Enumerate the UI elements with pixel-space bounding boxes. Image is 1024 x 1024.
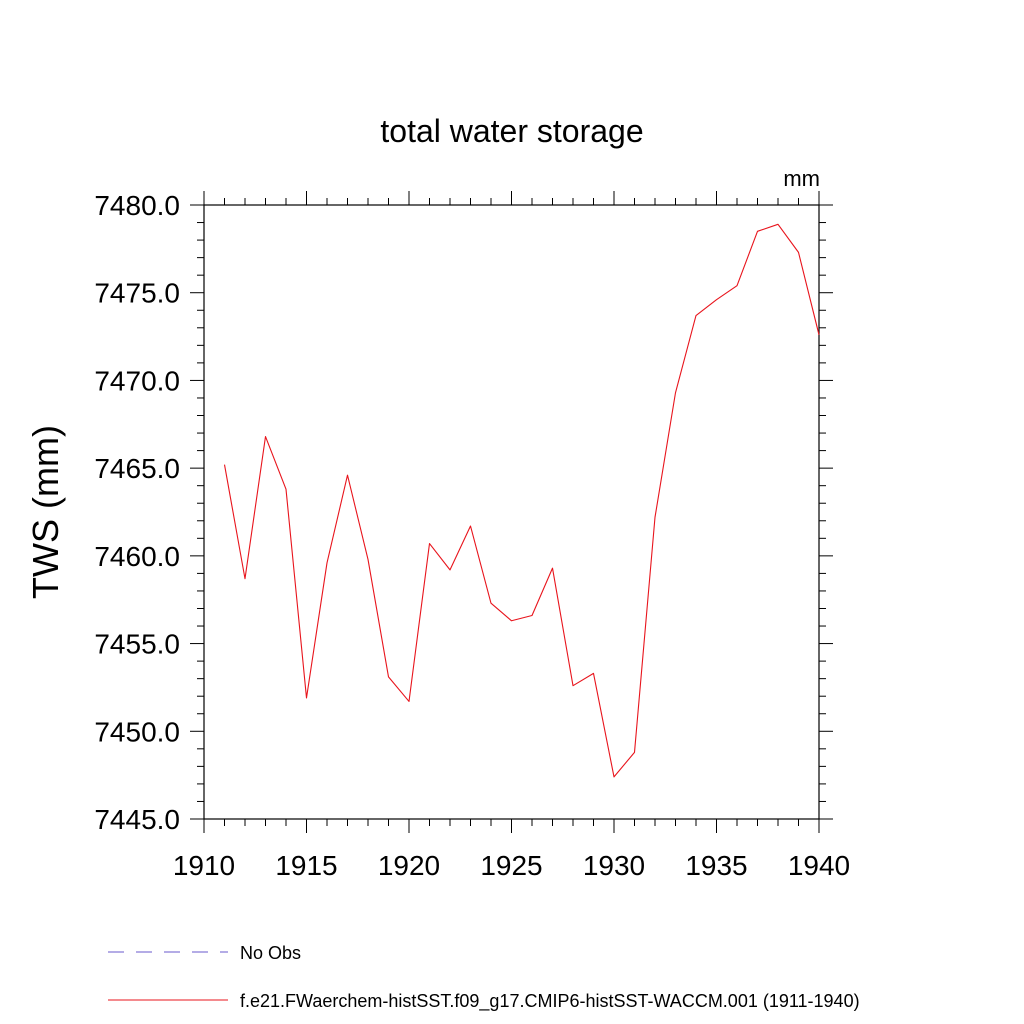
y-tick-label: 7480.0 bbox=[94, 190, 180, 221]
y-axis-label: TWS (mm) bbox=[25, 425, 66, 599]
axis-ticks bbox=[190, 191, 833, 833]
units-label: mm bbox=[783, 166, 820, 191]
x-tick-label: 1925 bbox=[480, 850, 542, 881]
y-tick-label: 7445.0 bbox=[94, 804, 180, 835]
x-tick-label: 1930 bbox=[583, 850, 645, 881]
y-tick-label: 7470.0 bbox=[94, 365, 180, 396]
x-tick-labels: 1910 1915 1920 1925 1930 1935 1940 bbox=[173, 850, 850, 881]
legend-label: No Obs bbox=[240, 943, 301, 963]
y-tick-label: 7455.0 bbox=[94, 629, 180, 660]
x-tick-label: 1940 bbox=[788, 850, 850, 881]
series-line bbox=[223, 223, 820, 778]
y-tick-labels: 7445.0 7450.0 7455.0 7460.0 7465.0 7470.0 7475… bbox=[94, 190, 180, 835]
x-tick-label: 1935 bbox=[685, 850, 747, 881]
legend: No Obs f.e21.FWaerchem-histSST.f09_g17.CM… bbox=[108, 943, 860, 1012]
plot-frame bbox=[203, 204, 820, 820]
x-tick-label: 1910 bbox=[173, 850, 235, 881]
x-tick-label: 1915 bbox=[275, 850, 337, 881]
y-tick-label: 7460.0 bbox=[94, 541, 180, 572]
y-tick-label: 7450.0 bbox=[94, 716, 180, 747]
legend-label: f.e21.FWaerchem-histSST.f09_g17.CMIP6-hi… bbox=[240, 991, 860, 1012]
x-tick-label: 1920 bbox=[378, 850, 440, 881]
chart-title: total water storage bbox=[380, 113, 643, 149]
y-tick-label: 7475.0 bbox=[94, 278, 180, 309]
y-tick-label: 7465.0 bbox=[94, 453, 180, 484]
series-group bbox=[223, 223, 820, 778]
